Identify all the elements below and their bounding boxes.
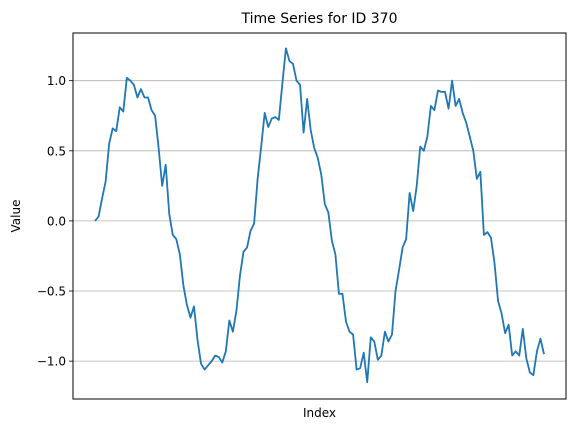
y-tick-label: 1.0 [47,74,66,88]
y-tick-label: −0.5 [37,285,66,299]
chart-title: Time Series for ID 370 [241,11,398,27]
y-axis-ticks: 1.0 0.5 0.0 −0.5 −1.0 [37,74,73,369]
y-axis-label: Value [9,200,23,233]
gridlines [73,80,566,362]
y-tick-label: 0.0 [47,214,66,228]
x-axis-label: Index [303,406,336,420]
series-line [94,47,545,384]
plot-area-frame [72,32,567,400]
y-tick-label: 0.5 [47,144,66,158]
series-group [94,47,545,384]
y-tick-label: −1.0 [37,355,66,369]
